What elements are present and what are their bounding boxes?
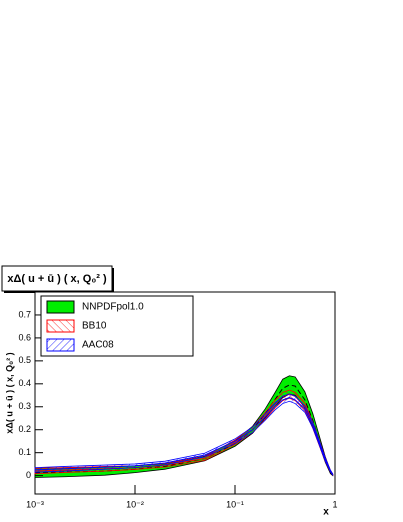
y-tick-label: 0.2 bbox=[18, 424, 31, 434]
y-tick-label: 0.6 bbox=[18, 332, 31, 342]
y-tick-label: 0.4 bbox=[18, 378, 31, 388]
title-box bbox=[1, 265, 113, 292]
x-tick-label: 1 bbox=[332, 499, 337, 509]
y-tick-label: 0.5 bbox=[18, 355, 31, 365]
chart-title: xΔ( u + ū ) ( x, Q₀² ) bbox=[7, 273, 107, 285]
y-tick-label: 0 bbox=[26, 470, 31, 480]
legend-label: BB10 bbox=[82, 321, 107, 332]
y-tick-label: 0.1 bbox=[18, 447, 31, 457]
y-tick-label: 0.7 bbox=[18, 309, 31, 319]
x-tick-label: 10⁻¹ bbox=[226, 499, 244, 509]
x-axis-label: x bbox=[323, 507, 329, 518]
central-line bbox=[34, 397, 334, 475]
legend-label: NNPDFpol1.0 bbox=[82, 302, 144, 313]
legend-swatch bbox=[46, 319, 75, 333]
y-tick-label: 0.3 bbox=[18, 401, 31, 411]
legend-swatch bbox=[46, 338, 75, 352]
y-axis-label: xΔ( u + ū ) ( x, Q₀² ) bbox=[4, 352, 14, 433]
legend-swatch bbox=[46, 300, 75, 314]
legend-label: AAC08 bbox=[82, 340, 114, 351]
x-tick-label: 10⁻³ bbox=[26, 499, 44, 509]
x-tick-label: 10⁻² bbox=[126, 499, 144, 509]
